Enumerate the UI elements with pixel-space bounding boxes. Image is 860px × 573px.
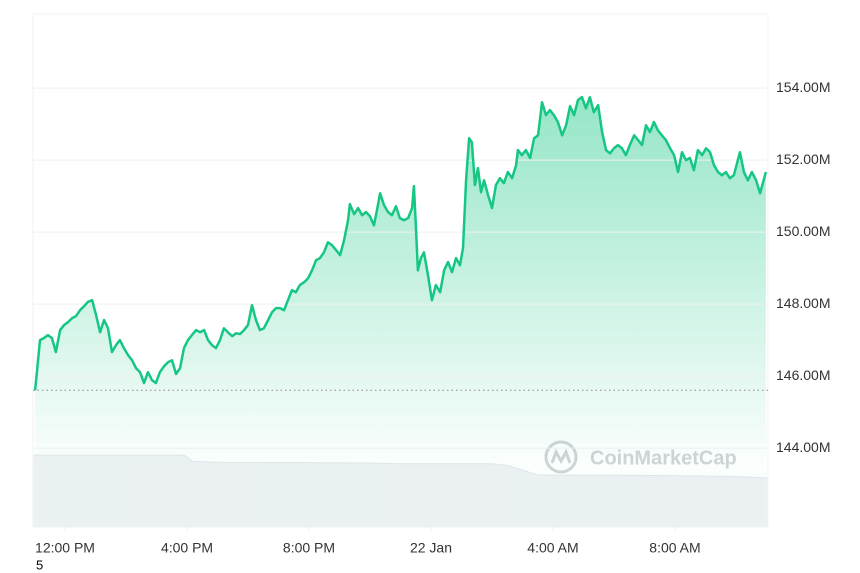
watermark-logo	[550, 448, 572, 465]
x-tick-label: 4:00 PM	[161, 540, 213, 556]
y-tick-label: 154.00M	[776, 79, 830, 95]
y-tick-label: 152.00M	[776, 151, 830, 167]
x-tick-label: 12:00 PM	[35, 540, 95, 556]
price-line	[33, 95, 768, 391]
y-tick-label: 144.00M	[776, 439, 830, 455]
y-tick-label: 146.00M	[776, 367, 830, 383]
x-tick-label: 22 Jan	[410, 540, 452, 556]
watermark-logo	[544, 440, 578, 474]
watermark-text: CoinMarketCap	[590, 447, 737, 469]
x-tick-label: 8:00 PM	[283, 540, 335, 556]
stray-label: 5	[36, 557, 43, 572]
y-tick-label: 148.00M	[776, 295, 830, 311]
x-tick-label: 4:00 AM	[527, 540, 578, 556]
price-area	[35, 97, 766, 527]
watermark: CoinMarketCap	[544, 440, 737, 474]
x-tick-label: 8:00 AM	[649, 540, 700, 556]
plot-frame	[32, 13, 769, 528]
y-tick-label: 150.00M	[776, 223, 830, 239]
